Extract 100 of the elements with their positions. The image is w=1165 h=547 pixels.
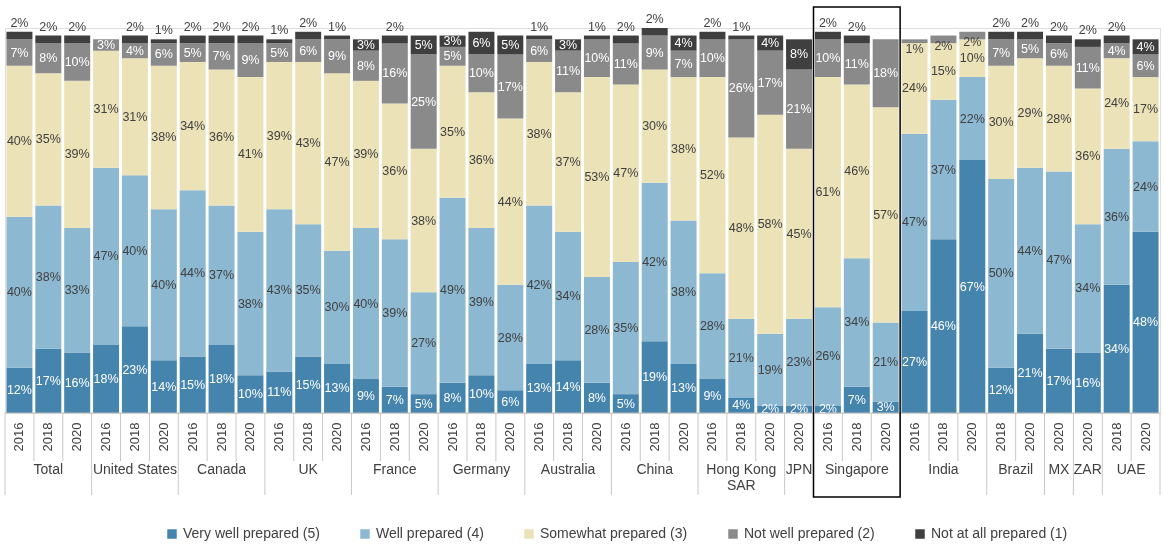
data-label: 3% (356, 37, 375, 52)
bar (1017, 58, 1044, 168)
x-tick-label: 2020 (329, 422, 345, 452)
data-label: 23% (786, 355, 812, 370)
data-label: 3% (443, 34, 462, 49)
text: China (636, 461, 674, 477)
data-label: 13% (526, 381, 552, 396)
data-label: 5% (183, 45, 202, 60)
data-label: 2% (1107, 19, 1126, 34)
data-label: 47% (93, 249, 119, 264)
data-label: 46% (930, 319, 956, 334)
data-label: 10% (468, 66, 494, 81)
data-label: 2% (934, 38, 953, 53)
bar (381, 35, 408, 44)
bar (1045, 171, 1072, 349)
data-label: 34% (180, 119, 206, 134)
x-tick-label: 2020 (675, 422, 691, 452)
x-tick-label: 2016 (444, 422, 460, 452)
text: Germany (452, 461, 511, 477)
x-tick-label: 2016 (357, 422, 373, 452)
bar (988, 178, 1015, 368)
bar (150, 65, 177, 210)
data-label: 36% (1104, 209, 1130, 224)
data-label: 27% (411, 336, 437, 351)
bar (1103, 58, 1130, 149)
data-label: 11% (267, 385, 292, 400)
data-label: 44% (497, 194, 523, 209)
bar (6, 216, 33, 368)
bar (179, 61, 206, 191)
text: ZAR (1073, 461, 1102, 477)
bar (468, 92, 495, 229)
bar (612, 35, 639, 44)
data-label: 37% (555, 155, 581, 169)
bar (150, 209, 177, 361)
bar (1017, 31, 1044, 40)
bar (208, 35, 235, 44)
data-label: 39% (353, 147, 379, 162)
x-tick-label: 2016 (531, 422, 547, 452)
data-label: 67% (959, 279, 985, 294)
bar (410, 148, 437, 293)
bar (583, 77, 610, 278)
bar (381, 103, 408, 240)
data-label: 47% (324, 155, 350, 169)
data-label: 15% (180, 377, 206, 392)
bar (381, 239, 408, 387)
bar (121, 326, 148, 413)
bar (526, 205, 553, 364)
data-label: 4% (125, 43, 144, 58)
data-label: 28% (699, 319, 725, 334)
data-label: 31% (122, 109, 148, 124)
bar (1103, 284, 1130, 413)
data-label: 34% (1075, 281, 1101, 296)
bar (208, 205, 235, 346)
data-label: 48% (728, 221, 754, 236)
x-tick-label: 2020 (791, 422, 807, 452)
data-label: 43% (266, 283, 292, 298)
x-tick-label: 2018 (733, 422, 749, 452)
data-label: 35% (295, 283, 321, 298)
data-label: 10% (699, 51, 725, 66)
x-tick-label: 2016 (617, 422, 633, 452)
x-tick-label: 2016 (819, 422, 835, 452)
bar (757, 333, 784, 406)
x-tick-label: 2020 (1137, 422, 1153, 452)
bar (786, 318, 813, 406)
bar (295, 224, 322, 357)
bar (728, 39, 755, 138)
data-label: 21% (728, 351, 754, 366)
bar (901, 133, 928, 312)
data-label: 16% (64, 375, 90, 390)
bar (699, 31, 726, 40)
bar (1017, 167, 1044, 334)
bar (179, 356, 206, 413)
data-label: 19% (642, 370, 668, 385)
bar (35, 73, 62, 206)
data-label: 36% (1075, 149, 1101, 164)
x-tick-label: 2016 (184, 422, 200, 452)
data-label: 12% (6, 383, 32, 398)
data-label: 4% (674, 36, 693, 51)
x-tick-label: 2018 (40, 422, 56, 452)
data-label: 2% (212, 19, 231, 34)
data-label: 44% (1017, 243, 1043, 258)
data-label: 4% (732, 398, 751, 413)
data-label: 39% (64, 147, 90, 162)
bar (641, 28, 668, 36)
bar (121, 175, 148, 327)
data-label: 11% (1075, 60, 1100, 75)
data-label: 21% (786, 102, 812, 117)
bar (728, 318, 755, 398)
x-tick-label: 2016 (98, 422, 114, 452)
data-label: 17% (35, 373, 61, 388)
data-label: 2% (68, 19, 87, 34)
legend-label: Not well prepared (2) (744, 525, 875, 541)
bar (641, 69, 668, 183)
x-tick-label: 2018 (126, 422, 142, 452)
data-label: 28% (584, 322, 610, 337)
data-label: 36% (468, 153, 494, 168)
bar (843, 43, 870, 85)
data-label: 47% (1046, 253, 1072, 268)
data-label: 1% (587, 19, 606, 34)
bar (352, 80, 379, 229)
